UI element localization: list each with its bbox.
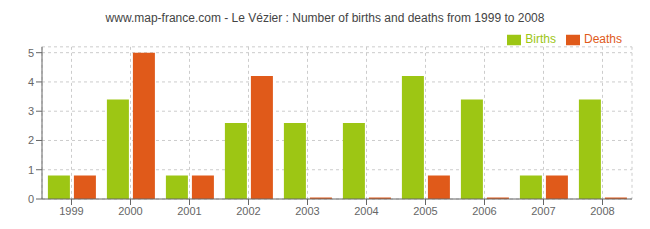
svg-text:2008: 2008: [590, 205, 614, 217]
svg-text:2005: 2005: [413, 205, 437, 217]
svg-text:2006: 2006: [472, 205, 496, 217]
svg-text:2007: 2007: [531, 205, 555, 217]
html-text:Births: Births: [525, 32, 556, 46]
svg-text:5: 5: [28, 47, 34, 59]
svg-text:3: 3: [28, 105, 34, 117]
html-text:Deaths: Deaths: [584, 32, 622, 46]
svg-text:2002: 2002: [236, 205, 260, 217]
svg-text:2000: 2000: [118, 205, 142, 217]
svg-text:2: 2: [28, 134, 34, 146]
html-text:www.map-france.com - Le Vézier: www.map-france.com - Le Vézier : Number …: [105, 11, 545, 25]
svg-text:4: 4: [28, 76, 34, 88]
svg-text:1: 1: [28, 164, 34, 176]
svg-text:2003: 2003: [295, 205, 319, 217]
svg-text:0: 0: [28, 193, 34, 205]
svg-text:2001: 2001: [177, 205, 201, 217]
svg-text:1999: 1999: [59, 205, 83, 217]
svg-text:2004: 2004: [354, 205, 378, 217]
